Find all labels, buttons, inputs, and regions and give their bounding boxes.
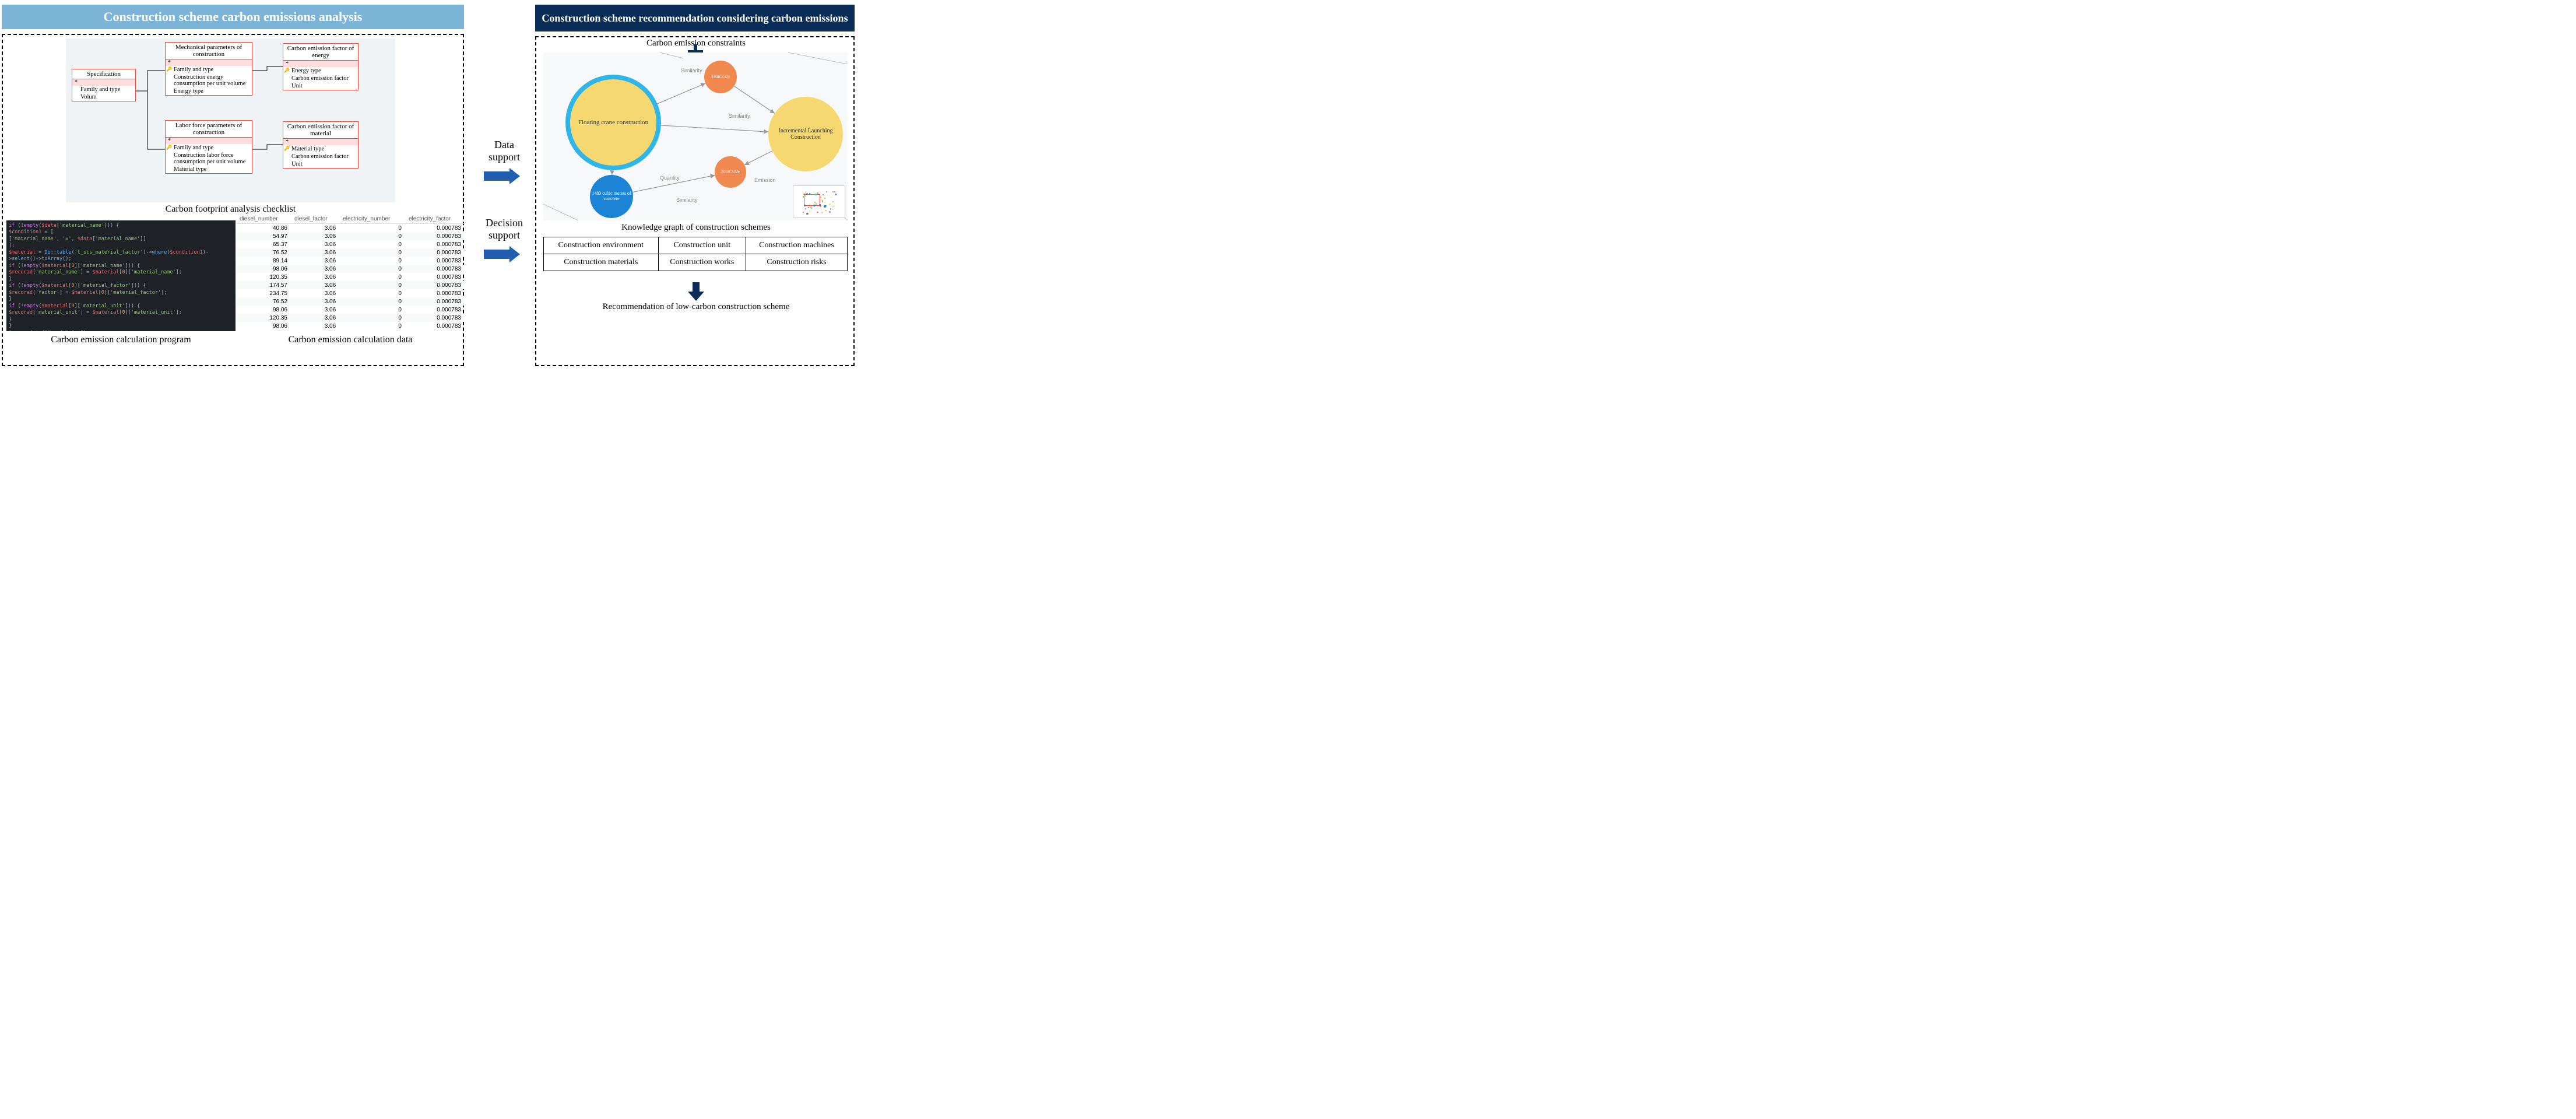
table-row: 98.063.0600.000783 [236, 322, 465, 330]
col-diesel_factor: diesel_factor [291, 215, 339, 224]
code-panel: if (!empty($data['material_name'])) {$co… [6, 220, 236, 331]
code-caption: Carbon emission calculation program [6, 335, 236, 345]
table-row: 76.523.0600.000783 [236, 248, 465, 257]
table-row: 65.373.0600.000783 [236, 240, 465, 248]
factor-cell: Construction works [658, 254, 746, 271]
kg-caption: Knowledge graph of construction schemes [536, 223, 856, 233]
factor-cell: Construction machines [746, 237, 848, 254]
col-electricity_factor: electricity_factor [405, 215, 465, 224]
table-row: 98.063.0600.000783 [236, 265, 465, 273]
entity-material: Carbon emission factor of material*Mater… [283, 121, 359, 169]
left-panel: Construction scheme carbon emissions ana… [2, 5, 464, 29]
entity-spec: Specification*Family and typeVolum [72, 69, 136, 101]
kg-edge-label: Similarity [676, 197, 698, 203]
recommendation-label: Recommendation of low-carbon constructio… [536, 302, 856, 312]
kg-node-conc: 1483 cubic meters of concrete [590, 175, 633, 218]
table-row: 89.143.0600.000783 [236, 257, 465, 265]
left-header: Construction scheme carbon emissions ana… [2, 5, 464, 29]
table-row: 234.753.0600.000783 [236, 289, 465, 297]
entity-energy: Carbon emission factor of energy*Energy … [283, 43, 359, 90]
kg-node-floating: Floating crane construction [570, 79, 656, 166]
kg-edge-label: Emission [754, 177, 776, 183]
table-row: 120.353.0600.000783 [236, 314, 465, 322]
checklist-area: Specification*Family and typeVolum Mechan… [66, 38, 395, 202]
kg-edge-label: Similarity [729, 113, 750, 119]
left-body: Specification*Family and typeVolum Mechan… [2, 34, 464, 366]
table-row: 98.063.0600.000783 [236, 306, 465, 314]
table-row: 54.973.0600.000783 [236, 232, 465, 240]
factor-grid: Construction environmentConstruction uni… [543, 237, 848, 271]
entity-labor: Labor force parameters of construction*F… [165, 120, 252, 174]
kg-node-inc: Incremental Launching Construction [768, 97, 843, 171]
kg-node-n200: 200tCO2e [715, 156, 746, 188]
kg-node-n330: 330tCO2e [704, 61, 737, 93]
factor-cell: Construction risks [746, 254, 848, 271]
entity-mech: Mechanical parameters of construction*Fa… [165, 42, 252, 96]
kg-edge-label: Similarity [681, 68, 702, 73]
calc-data-table: diesel_numberdiesel_factorelectricity_nu… [236, 215, 465, 330]
kg-edge-label: Quantity [660, 175, 680, 181]
factor-cell: Construction environment [544, 237, 659, 254]
factor-cell: Construction materials [544, 254, 659, 271]
factor-row: Construction materialsConstruction works… [544, 254, 848, 271]
table-row: 76.523.0600.000783 [236, 297, 465, 306]
col-diesel_number: diesel_number [236, 215, 291, 224]
kg-minimap [793, 185, 845, 218]
table-caption: Carbon emission calculation data [236, 335, 465, 345]
right-body: Carbon emission constraints Floating cra… [535, 36, 855, 366]
right-header: Construction scheme recommendation consi… [535, 5, 855, 31]
decision-support-label: Decision support [478, 217, 530, 241]
checklist-caption: Carbon footprint analysis checklist [66, 204, 395, 215]
table-row: 120.353.0600.000783 [236, 273, 465, 281]
table-header-row: diesel_numberdiesel_factorelectricity_nu… [236, 215, 465, 224]
col-electricity_number: electricity_number [339, 215, 405, 224]
data-support-label: Data support [478, 139, 530, 163]
table-row: 40.863.0600.000783 [236, 224, 465, 233]
knowledge-graph: Floating crane construction 330tCO2e Incre… [543, 52, 848, 220]
factor-cell: Construction unit [658, 237, 746, 254]
factor-row: Construction environmentConstruction uni… [544, 237, 848, 254]
table-row: 174.573.0600.000783 [236, 281, 465, 289]
right-panel: Construction scheme recommendation consi… [535, 5, 855, 31]
